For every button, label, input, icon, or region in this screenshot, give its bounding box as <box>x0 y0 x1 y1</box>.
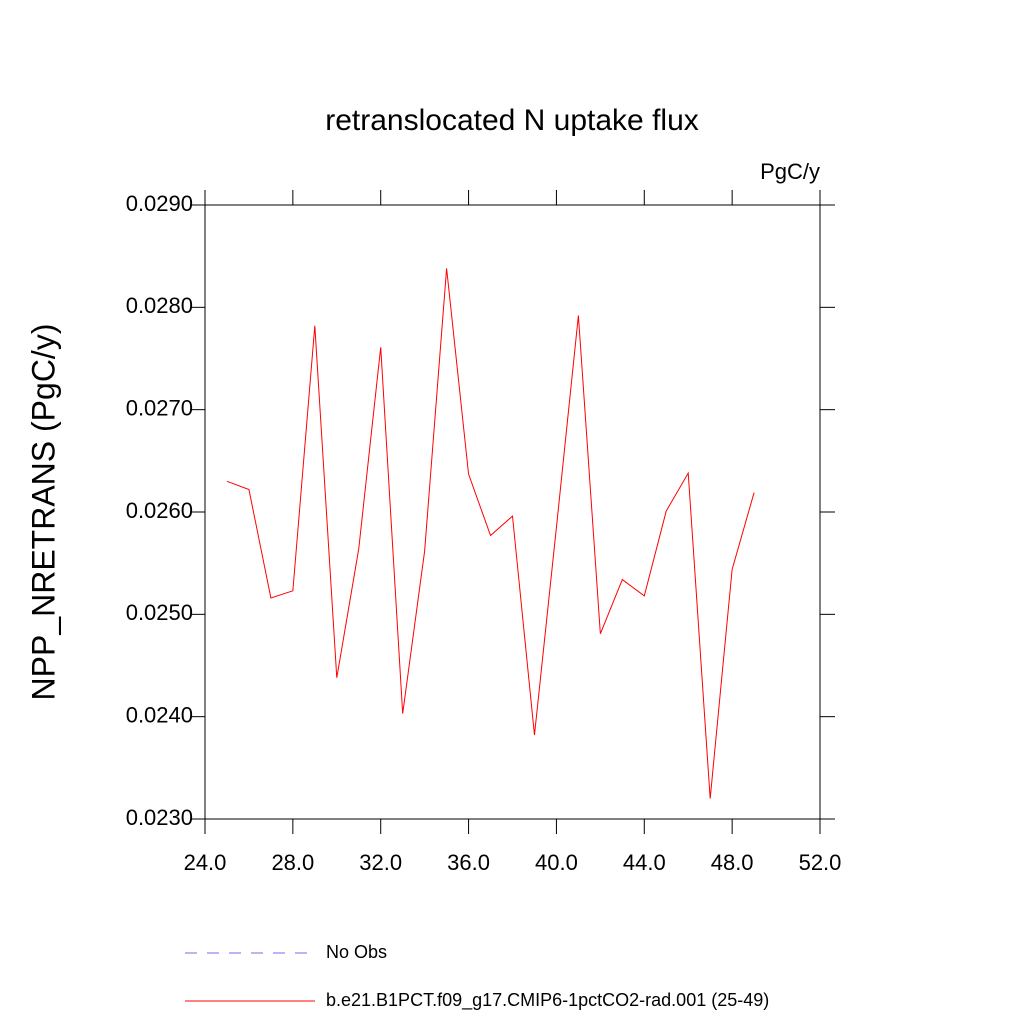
y-axis-label: NPP_NRETRANS (PgC/y) <box>25 324 61 701</box>
y-tick-label: 0.0290 <box>126 191 193 216</box>
y-tick-label: 0.0250 <box>126 600 193 625</box>
legend-label: b.e21.B1PCT.f09_g17.CMIP6-1pctCO2-rad.00… <box>326 990 769 1011</box>
x-tick-label: 24.0 <box>184 850 227 875</box>
y-tick-label: 0.0260 <box>126 498 193 523</box>
plot-frame <box>204 204 821 820</box>
data-line <box>226 268 755 799</box>
x-tick-label: 40.0 <box>535 850 578 875</box>
y-tick-label: 0.0240 <box>126 702 193 727</box>
y-tick-label: 0.0230 <box>126 805 193 830</box>
x-tick-label: 28.0 <box>271 850 314 875</box>
chart-title: retranslocated N uptake flux <box>325 104 699 137</box>
x-tick-label: 36.0 <box>447 850 490 875</box>
units-label: PgC/y <box>760 159 820 184</box>
x-tick-label: 48.0 <box>711 850 754 875</box>
y-tick-label: 0.0270 <box>126 395 193 420</box>
x-tick-label: 44.0 <box>623 850 666 875</box>
x-tick-label: 52.0 <box>799 850 842 875</box>
y-tick-label: 0.0280 <box>126 293 193 318</box>
legend-label: No Obs <box>326 942 387 962</box>
x-tick-label: 32.0 <box>359 850 402 875</box>
